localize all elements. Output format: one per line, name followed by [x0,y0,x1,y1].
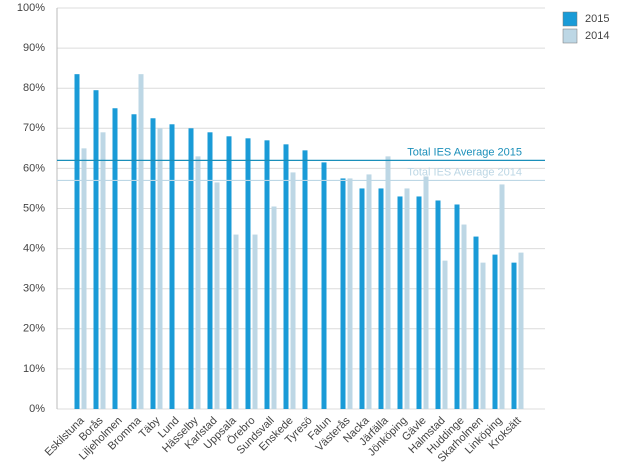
legend-label: 2014 [585,30,609,42]
bar [454,204,460,409]
bar [385,156,391,409]
bar [264,140,270,409]
legend-swatch [562,11,578,27]
bar [131,114,137,409]
y-tick-label: 90% [23,42,45,54]
bar [271,206,277,409]
y-tick-label: 50% [23,202,45,214]
bar [378,188,384,409]
bar [93,90,99,409]
bar [252,234,258,409]
bar [290,172,296,409]
bar [347,178,353,409]
bar [423,176,429,409]
bar [138,74,144,409]
bar [321,162,327,409]
y-tick-label: 20% [23,323,45,335]
bar [112,108,118,409]
y-tick-label: 0% [29,403,45,415]
bar [233,234,239,409]
y-tick-label: 40% [23,243,45,255]
bar [169,124,175,409]
bar [74,74,80,409]
legend-swatch [562,28,578,44]
y-tick-label: 10% [23,363,45,375]
bar [461,224,467,409]
bar [150,118,156,410]
bar [442,260,448,409]
bar [480,262,486,409]
bar [283,144,289,409]
bar [518,252,524,409]
bar [195,156,201,409]
bar [207,132,213,409]
bar [435,200,441,409]
bar [157,128,163,410]
bar [214,182,220,409]
y-tick-label: 100% [17,2,45,14]
average-label: Total IES Average 2014 [407,166,522,178]
bar [359,188,365,409]
bar [302,150,308,410]
y-tick-label: 30% [23,283,45,295]
bar [499,184,505,409]
bar [473,236,479,409]
y-tick-label: 60% [23,162,45,174]
bar [188,128,194,410]
bar [404,188,410,409]
bar [100,132,106,409]
bar [245,138,251,409]
bar [511,262,517,409]
bar [492,254,498,409]
bar [416,196,422,409]
bar [340,178,346,409]
bar [397,196,403,409]
bar [81,148,87,409]
average-label: Total IES Average 2015 [407,146,522,158]
y-tick-label: 70% [23,122,45,134]
bar [226,136,232,409]
y-tick-label: 80% [23,82,45,94]
legend-label: 2015 [585,13,609,25]
bar [366,174,372,409]
